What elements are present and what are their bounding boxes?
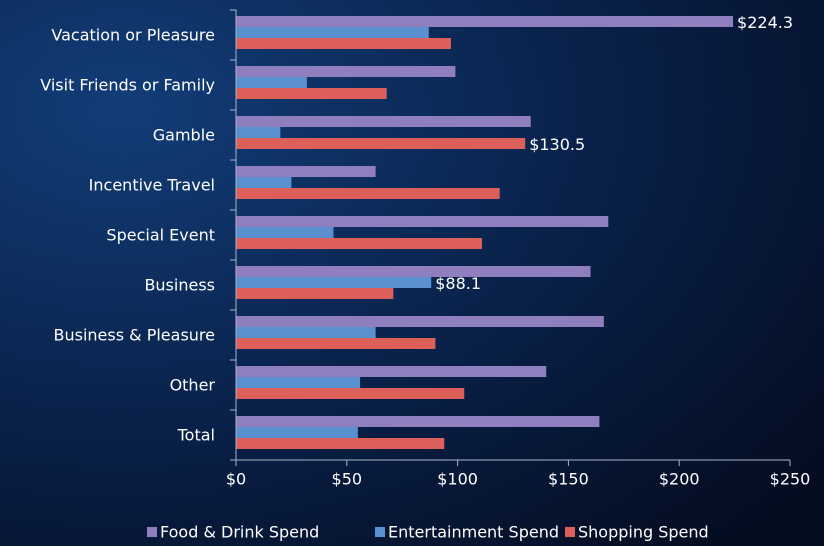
y-tick-label: Vacation or Pleasure bbox=[51, 26, 215, 45]
bar bbox=[236, 188, 500, 199]
legend-swatch bbox=[375, 527, 385, 537]
bar bbox=[236, 227, 334, 238]
bar bbox=[236, 116, 531, 127]
x-tick-label: $50 bbox=[332, 470, 363, 489]
bar bbox=[236, 138, 526, 149]
bar bbox=[236, 177, 292, 188]
legend-swatch bbox=[565, 527, 575, 537]
bar bbox=[236, 16, 734, 27]
bar bbox=[236, 288, 394, 299]
bar bbox=[236, 416, 600, 427]
y-tick-label: Visit Friends or Family bbox=[40, 76, 215, 95]
bar bbox=[236, 238, 482, 249]
y-tick-label: Other bbox=[170, 376, 216, 395]
bar bbox=[236, 88, 387, 99]
bar bbox=[236, 366, 547, 377]
y-tick-label: Gamble bbox=[153, 126, 215, 145]
y-tick-label: Business bbox=[144, 276, 215, 295]
data-label: $88.1 bbox=[435, 274, 481, 293]
bar bbox=[236, 266, 591, 277]
bar bbox=[236, 377, 361, 388]
y-tick-label: Total bbox=[177, 426, 215, 445]
bar bbox=[236, 327, 376, 338]
y-tick-label: Special Event bbox=[106, 226, 215, 245]
bar bbox=[236, 166, 376, 177]
data-label: $130.5 bbox=[529, 135, 585, 154]
x-tick-label: $150 bbox=[548, 470, 589, 489]
legend-label: Food & Drink Spend bbox=[160, 523, 319, 542]
bar bbox=[236, 127, 281, 138]
y-tick-label: Business & Pleasure bbox=[54, 326, 216, 345]
bar bbox=[236, 316, 604, 327]
bar bbox=[236, 38, 451, 49]
legend-swatch bbox=[147, 527, 157, 537]
y-tick-label: Incentive Travel bbox=[89, 176, 215, 195]
legend-label: Entertainment Spend bbox=[388, 523, 559, 542]
x-tick-label: $0 bbox=[226, 470, 246, 489]
bar bbox=[236, 338, 436, 349]
x-tick-label: $100 bbox=[437, 470, 478, 489]
bar bbox=[236, 66, 456, 77]
data-label: $224.3 bbox=[737, 13, 793, 32]
bar bbox=[236, 438, 445, 449]
bar bbox=[236, 27, 429, 38]
legend-label: Shopping Spend bbox=[578, 523, 709, 542]
bar bbox=[236, 388, 465, 399]
x-tick-label: $250 bbox=[770, 470, 811, 489]
bar bbox=[236, 77, 307, 88]
bar bbox=[236, 216, 609, 227]
bar bbox=[236, 427, 358, 438]
bar bbox=[236, 277, 432, 288]
x-tick-label: $200 bbox=[659, 470, 700, 489]
